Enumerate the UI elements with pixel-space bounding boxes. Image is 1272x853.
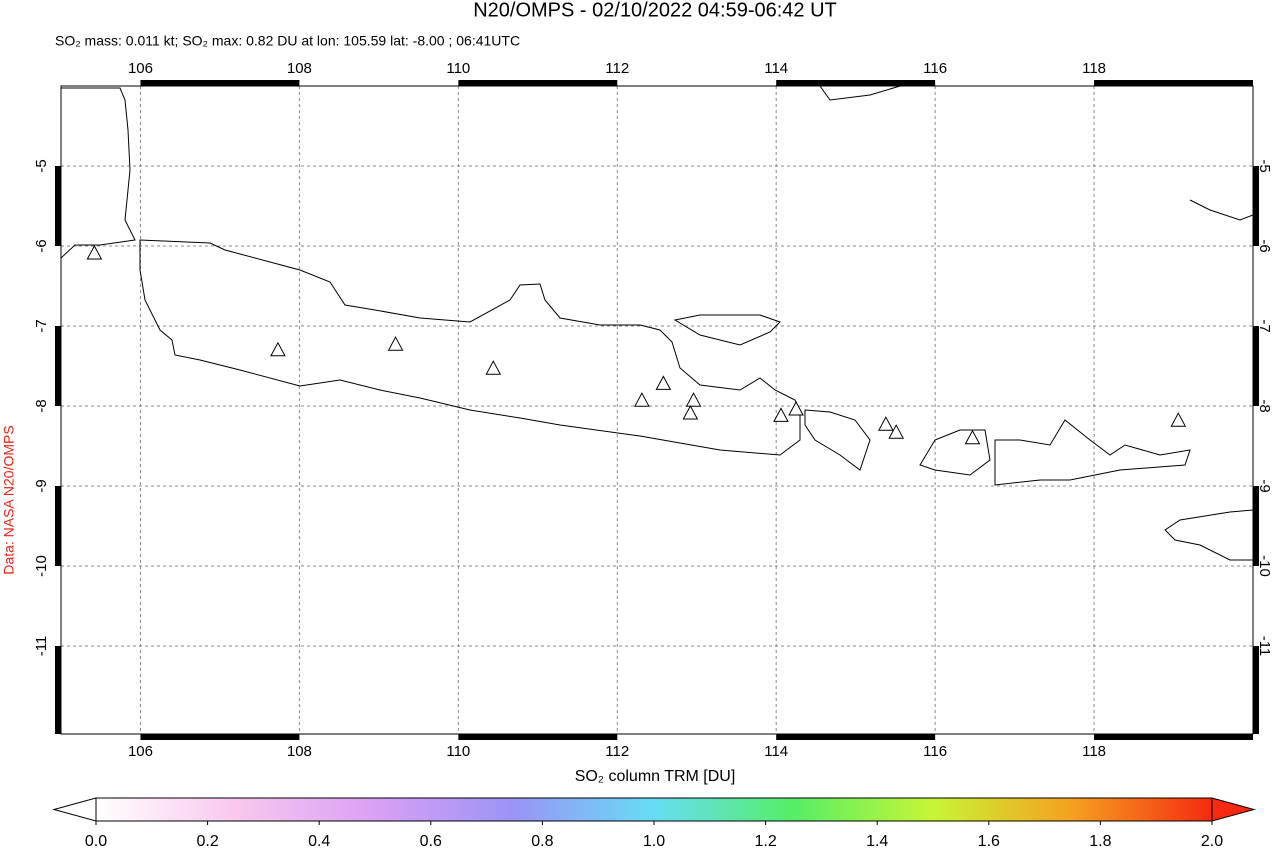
- frame-bar: [55, 326, 61, 406]
- y-tick-label: -7: [33, 319, 50, 332]
- frame-bar: [458, 734, 618, 740]
- frame-bar: [1253, 166, 1259, 246]
- y-tick-label: -5: [1256, 159, 1272, 172]
- frame-bar: [776, 734, 936, 740]
- x-tick-label: 114: [764, 60, 788, 77]
- volcano: [387, 336, 404, 351]
- coastline: [673, 314, 781, 346]
- x-tick-label: 110: [446, 60, 470, 77]
- frame: [55, 80, 1259, 740]
- volcano: [682, 404, 699, 420]
- y-tick-label: -11: [1256, 636, 1272, 657]
- frame-bar: [55, 486, 61, 566]
- colorbar: 0.0 0.2 0.4 0.6 0.8 1.0 1.2 1.4 1.6 1.8 2.0 SO₂ col…: [52, 768, 1256, 850]
- frame-bar: [1094, 80, 1253, 86]
- colorbar-label: SO₂ column TRM [DU]: [575, 768, 736, 785]
- frame-bar: [55, 166, 61, 246]
- map-border: [60, 85, 1254, 735]
- frame-bar: [55, 646, 61, 734]
- volcano: [878, 416, 894, 431]
- coastline: [919, 429, 991, 476]
- frame-bar: [1253, 326, 1259, 406]
- x-tick-label: 118: [1082, 60, 1106, 77]
- x-tick-label: 116: [923, 60, 947, 77]
- x-tick-label: 112: [605, 743, 629, 760]
- frame-bar: [776, 80, 936, 86]
- coastlines: [61, 86, 1253, 561]
- colorbar-tick-label: 0.2: [196, 833, 218, 850]
- y-tick-label: -9: [1256, 479, 1272, 492]
- y-tick-label: -7: [1256, 319, 1272, 332]
- frame-bar: [1094, 734, 1253, 740]
- coastline: [804, 409, 871, 471]
- frame-bar: [140, 80, 300, 86]
- coastline: [994, 419, 1191, 486]
- volcano: [773, 407, 789, 422]
- grid: [61, 86, 1253, 734]
- volcano: [788, 400, 804, 416]
- frame-bar: [458, 80, 618, 86]
- colorbar-tick-label: 0.0: [85, 833, 107, 850]
- colorbar-tick-label: 1.2: [754, 833, 776, 850]
- frame-bar: [140, 734, 300, 740]
- volcano: [270, 341, 286, 357]
- coastline: [1164, 509, 1253, 561]
- colorbar-tick-label: 0.4: [308, 833, 330, 850]
- volcano: [485, 360, 502, 375]
- coastline: [819, 86, 901, 101]
- x-tick-label: 110: [446, 743, 470, 760]
- coastline: [1189, 199, 1253, 221]
- x-tick-label: 118: [1082, 743, 1106, 760]
- volcano: [888, 424, 905, 439]
- volcanoes: [86, 244, 1187, 445]
- colorbar-tick-label: 0.8: [531, 833, 553, 850]
- volcano: [685, 392, 702, 407]
- y-tick-label: -6: [33, 239, 50, 252]
- y-tick-label: -8: [33, 399, 50, 412]
- chart-subtitle: SO₂ mass: 0.011 kt; SO₂ max: 0.82 DU at …: [55, 33, 520, 49]
- volcano: [1170, 412, 1187, 427]
- x-tick-label: 108: [287, 60, 312, 77]
- colorbar-scale: [95, 797, 1213, 822]
- credit: Data: NASA N20/OMPS: [1, 425, 17, 574]
- frame-bar: [1253, 646, 1259, 734]
- y-tick-label: -10: [1256, 555, 1272, 577]
- coastline: [139, 239, 801, 456]
- colorbar-tick-label: 0.6: [420, 833, 442, 850]
- y-tick-label: -9: [33, 479, 50, 492]
- colorbar-tick-label: 1.8: [1089, 833, 1111, 850]
- colorbar-extension: [52, 797, 97, 822]
- x-tick-label: 106: [128, 743, 153, 760]
- colorbar-tick-label: 1.0: [643, 833, 665, 850]
- y-tick-label: -6: [1256, 239, 1272, 252]
- x-tick-label: 114: [764, 743, 788, 760]
- x-tick-label: 112: [605, 60, 629, 77]
- volcano: [964, 429, 981, 445]
- x-tick-label: 108: [287, 743, 312, 760]
- x-tick-label: 106: [128, 60, 153, 77]
- y-tick-label: -8: [1256, 399, 1272, 412]
- volcano: [634, 392, 650, 407]
- volcano: [655, 375, 672, 390]
- frame-bar: [1253, 486, 1259, 566]
- volcano: [86, 244, 103, 260]
- y-tick-label: -5: [33, 159, 50, 172]
- x-tick-label: 116: [923, 743, 947, 760]
- colorbar-tick-label: 1.4: [866, 833, 888, 850]
- chart-title: N20/OMPS - 02/10/2022 04:59-06:42 UT: [473, 0, 837, 21]
- y-tick-label: -10: [33, 555, 50, 577]
- colorbar-tick-label: 1.6: [978, 833, 1000, 850]
- coastline: [61, 87, 136, 259]
- map-area: [61, 86, 1253, 734]
- colorbar-tick-label: 2.0: [1201, 833, 1223, 850]
- colorbar-extension: [1211, 797, 1256, 822]
- y-tick-label: -11: [33, 636, 50, 657]
